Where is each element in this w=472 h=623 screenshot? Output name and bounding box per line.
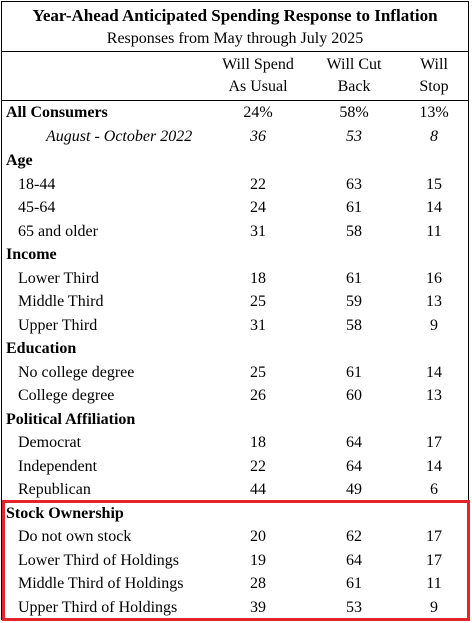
col-header-spend-as-usual: Will Spend As Usual (222, 56, 294, 95)
cell-value: 58 (346, 223, 362, 240)
cell-value: 17 (426, 434, 442, 451)
col-header-cut-back: Will Cut Back (326, 56, 382, 95)
cell-value: 64 (346, 434, 362, 451)
row-label: Democrat (18, 434, 82, 451)
cell-value: 61 (346, 199, 362, 216)
table-row: College degree 26 60 13 (0, 385, 470, 409)
cell-value: 64 (346, 552, 362, 569)
cell-value: 16 (426, 270, 442, 287)
cell-value: 49 (346, 481, 362, 498)
table-row: Lower Third of Holdings 19 64 17 (0, 550, 470, 574)
row-label: No college degree (18, 364, 135, 381)
table-row: Independent 22 64 14 (0, 456, 470, 480)
cell-value: 19 (250, 552, 266, 569)
table-row: 45-64 24 61 14 (0, 197, 470, 221)
row-label: Do not own stock (18, 528, 132, 545)
cell-value: 31 (250, 317, 266, 334)
cell-value: 6 (430, 481, 438, 498)
cell-value: 17 (426, 552, 442, 569)
cell-value: 28 (250, 575, 266, 592)
cell-value: 25 (250, 364, 266, 381)
cell-value: 9 (430, 599, 438, 616)
cell-value: 18 (250, 270, 266, 287)
section-heading: Education (6, 340, 77, 357)
highlight-box (2, 500, 470, 621)
cell-value: 58 (346, 317, 362, 334)
section-heading: Age (6, 152, 33, 169)
cell-value: 62 (346, 528, 362, 545)
section-heading: Political Affiliation (6, 411, 136, 428)
table-row: Republican 44 49 6 (0, 479, 470, 503)
cell-value: 15 (426, 176, 442, 193)
table-title: Year-Ahead Anticipated Spending Response… (32, 6, 438, 25)
row-label: Middle Third (18, 293, 104, 310)
cell-value: 63 (346, 176, 362, 193)
cell-value: 26 (250, 387, 266, 404)
table-subtitle: Responses from May through July 2025 (106, 30, 364, 47)
cell-value: 44 (250, 481, 266, 498)
cell-value: 14 (426, 364, 442, 381)
cell-value: 39 (250, 599, 266, 616)
column-header-divider (1, 100, 469, 101)
cell-value: 64 (346, 458, 362, 475)
section-heading: Income (6, 246, 57, 263)
table-row: 65 and older 31 58 11 (0, 221, 470, 245)
table-row: Democrat 18 64 17 (0, 432, 470, 456)
row-label: Republican (18, 481, 91, 498)
row-label: College degree (18, 387, 115, 404)
cell-value: 17 (426, 528, 442, 545)
table-row: 18-44 22 63 15 (0, 174, 470, 198)
row-label: Independent (18, 458, 98, 475)
cell-value: 9 (430, 317, 438, 334)
row-comparison-2022: August - October 2022 36 53 8 (46, 128, 438, 145)
cell-value: 31 (250, 223, 266, 240)
col-header-stop: Will Stop (419, 56, 449, 95)
table-row: No college degree 25 61 14 (0, 362, 470, 386)
section-heading: Stock Ownership (6, 505, 124, 522)
cell-value: 25 (250, 293, 266, 310)
row-label: Lower Third of Holdings (18, 552, 180, 569)
cell-value: 14 (426, 199, 442, 216)
cell-value: 20 (250, 528, 266, 545)
table-row: Lower Third 18 61 16 (0, 268, 470, 292)
cell-value: 22 (250, 176, 266, 193)
table-row: Upper Third 31 58 9 (0, 315, 470, 339)
row-label: Upper Third of Holdings (18, 599, 178, 616)
cell-value: 14 (426, 458, 442, 475)
table-row: Middle Third 25 59 13 (0, 291, 470, 315)
cell-value: 11 (426, 575, 442, 592)
table-row: Upper Third of Holdings 39 53 9 (0, 597, 470, 621)
cell-value: 61 (346, 270, 362, 287)
cell-value: 11 (426, 223, 442, 240)
cell-value: 24 (250, 199, 266, 216)
row-all-consumers: All Consumers 24% 58% 13% (6, 104, 449, 121)
table-row: Do not own stock 20 62 17 (0, 526, 470, 550)
cell-value: 13 (426, 387, 442, 404)
cell-value: 22 (250, 458, 266, 475)
row-label: Upper Third (18, 317, 98, 334)
table-row: Middle Third of Holdings 28 61 11 (0, 573, 470, 597)
row-label: 45-64 (18, 199, 56, 216)
row-label: 65 and older (18, 223, 98, 240)
cell-value: 59 (346, 293, 362, 310)
row-label: Middle Third of Holdings (18, 575, 184, 592)
cell-value: 53 (346, 599, 362, 616)
cell-value: 13 (426, 293, 442, 310)
cell-value: 61 (346, 364, 362, 381)
row-label: Lower Third (18, 270, 100, 287)
header-divider (1, 51, 469, 52)
row-label: 18-44 (18, 176, 56, 193)
cell-value: 18 (250, 434, 266, 451)
cell-value: 61 (346, 575, 362, 592)
cell-value: 60 (346, 387, 362, 404)
